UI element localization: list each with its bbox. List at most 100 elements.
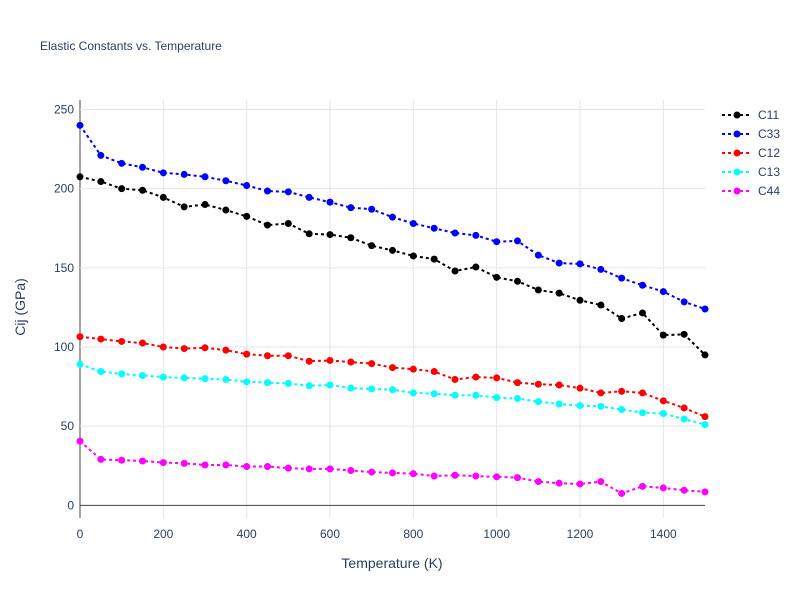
data-point-c44[interactable]	[222, 461, 230, 469]
data-point-c13[interactable]	[326, 381, 334, 389]
data-point-c12[interactable]	[222, 346, 230, 354]
data-point-c11[interactable]	[597, 301, 605, 309]
data-point-c33[interactable]	[659, 288, 667, 296]
data-point-c13[interactable]	[514, 394, 521, 402]
data-point-c44[interactable]	[430, 472, 438, 480]
data-point-c44[interactable]	[618, 489, 626, 497]
data-point-c33[interactable]	[618, 274, 626, 282]
data-point-c12[interactable]	[97, 335, 105, 343]
data-point-c33[interactable]	[514, 237, 521, 245]
data-point-c11[interactable]	[451, 267, 459, 275]
data-point-c12[interactable]	[639, 389, 646, 397]
data-point-c11[interactable]	[347, 234, 355, 242]
data-point-c44[interactable]	[97, 455, 105, 463]
legend[interactable]: C11 C33 C12 C13 C44	[722, 108, 780, 198]
data-point-c44[interactable]	[159, 459, 167, 467]
data-point-c13[interactable]	[305, 382, 313, 390]
legend-item-c33[interactable]: C33	[722, 127, 780, 141]
data-point-c11[interactable]	[368, 242, 376, 250]
data-point-c13[interactable]	[451, 391, 459, 399]
data-point-c12[interactable]	[659, 397, 667, 405]
data-point-c11[interactable]	[118, 185, 126, 193]
data-point-c11[interactable]	[264, 221, 271, 229]
data-point-c13[interactable]	[597, 402, 605, 410]
data-point-c33[interactable]	[159, 169, 167, 177]
data-point-c33[interactable]	[326, 198, 334, 206]
data-point-c12[interactable]	[618, 387, 626, 395]
data-point-c11[interactable]	[639, 309, 646, 317]
data-point-c12[interactable]	[534, 380, 542, 388]
data-point-c12[interactable]	[555, 381, 563, 389]
data-point-c11[interactable]	[430, 255, 438, 263]
data-point-c13[interactable]	[576, 402, 584, 410]
data-point-c33[interactable]	[368, 205, 376, 213]
data-point-c12[interactable]	[493, 374, 501, 382]
data-point-c11[interactable]	[159, 193, 167, 201]
data-point-c13[interactable]	[284, 379, 292, 387]
data-point-c13[interactable]	[680, 415, 688, 423]
data-point-c12[interactable]	[472, 373, 480, 381]
data-point-c44[interactable]	[534, 478, 542, 486]
data-point-c11[interactable]	[180, 203, 188, 211]
legend-item-c12[interactable]: C12	[722, 146, 780, 160]
data-point-c11[interactable]	[618, 315, 626, 322]
data-point-c33[interactable]	[222, 177, 230, 185]
data-point-c13[interactable]	[701, 421, 709, 429]
data-point-c13[interactable]	[159, 373, 167, 381]
data-point-c13[interactable]	[97, 368, 105, 376]
data-point-c33[interactable]	[701, 305, 709, 313]
data-point-c33[interactable]	[576, 260, 584, 268]
data-point-c44[interactable]	[514, 474, 521, 482]
data-point-c13[interactable]	[639, 409, 646, 417]
data-point-c13[interactable]	[409, 389, 417, 397]
data-point-c33[interactable]	[97, 151, 105, 159]
data-point-c12[interactable]	[701, 413, 709, 421]
data-point-c12[interactable]	[514, 379, 521, 387]
data-point-c33[interactable]	[493, 238, 501, 246]
legend-item-c11[interactable]: C11	[722, 108, 779, 122]
data-point-c12[interactable]	[326, 356, 334, 364]
data-point-c33[interactable]	[639, 281, 646, 289]
data-point-c12[interactable]	[118, 337, 126, 345]
data-point-c44[interactable]	[389, 469, 396, 477]
data-point-c33[interactable]	[347, 204, 355, 212]
data-point-c44[interactable]	[493, 473, 501, 481]
data-point-c33[interactable]	[389, 213, 396, 221]
data-point-c12[interactable]	[76, 333, 84, 341]
data-point-c11[interactable]	[576, 296, 584, 304]
data-point-c12[interactable]	[597, 389, 605, 397]
data-point-c11[interactable]	[326, 231, 334, 239]
data-point-c33[interactable]	[555, 259, 563, 267]
data-point-c44[interactable]	[76, 437, 84, 445]
data-point-c33[interactable]	[76, 121, 84, 129]
data-point-c33[interactable]	[243, 182, 251, 189]
data-point-c44[interactable]	[368, 468, 376, 476]
data-point-c44[interactable]	[639, 482, 646, 490]
data-point-c11[interactable]	[389, 246, 396, 254]
data-point-c13[interactable]	[222, 375, 230, 383]
data-point-c44[interactable]	[597, 478, 605, 486]
data-point-c13[interactable]	[118, 370, 126, 378]
data-point-c33[interactable]	[409, 220, 417, 227]
data-point-c12[interactable]	[305, 357, 313, 365]
data-point-c12[interactable]	[430, 368, 438, 376]
data-point-c33[interactable]	[680, 298, 688, 306]
data-point-c44[interactable]	[576, 480, 584, 488]
data-point-c13[interactable]	[389, 386, 396, 394]
data-point-c12[interactable]	[409, 365, 417, 373]
data-point-c44[interactable]	[305, 465, 313, 473]
data-point-c44[interactable]	[284, 464, 292, 472]
data-point-c44[interactable]	[243, 463, 251, 471]
data-point-c33[interactable]	[597, 265, 605, 273]
data-point-c11[interactable]	[680, 330, 688, 338]
legend-item-c13[interactable]: C13	[722, 165, 780, 179]
data-point-c44[interactable]	[347, 467, 355, 474]
data-point-c33[interactable]	[451, 229, 459, 237]
data-point-c11[interactable]	[514, 277, 521, 285]
data-point-c33[interactable]	[201, 173, 209, 181]
legend-item-c44[interactable]: C44	[722, 184, 780, 198]
data-point-c12[interactable]	[180, 345, 188, 353]
data-point-c13[interactable]	[180, 374, 188, 382]
data-point-c33[interactable]	[472, 231, 480, 239]
data-point-c12[interactable]	[201, 344, 209, 352]
